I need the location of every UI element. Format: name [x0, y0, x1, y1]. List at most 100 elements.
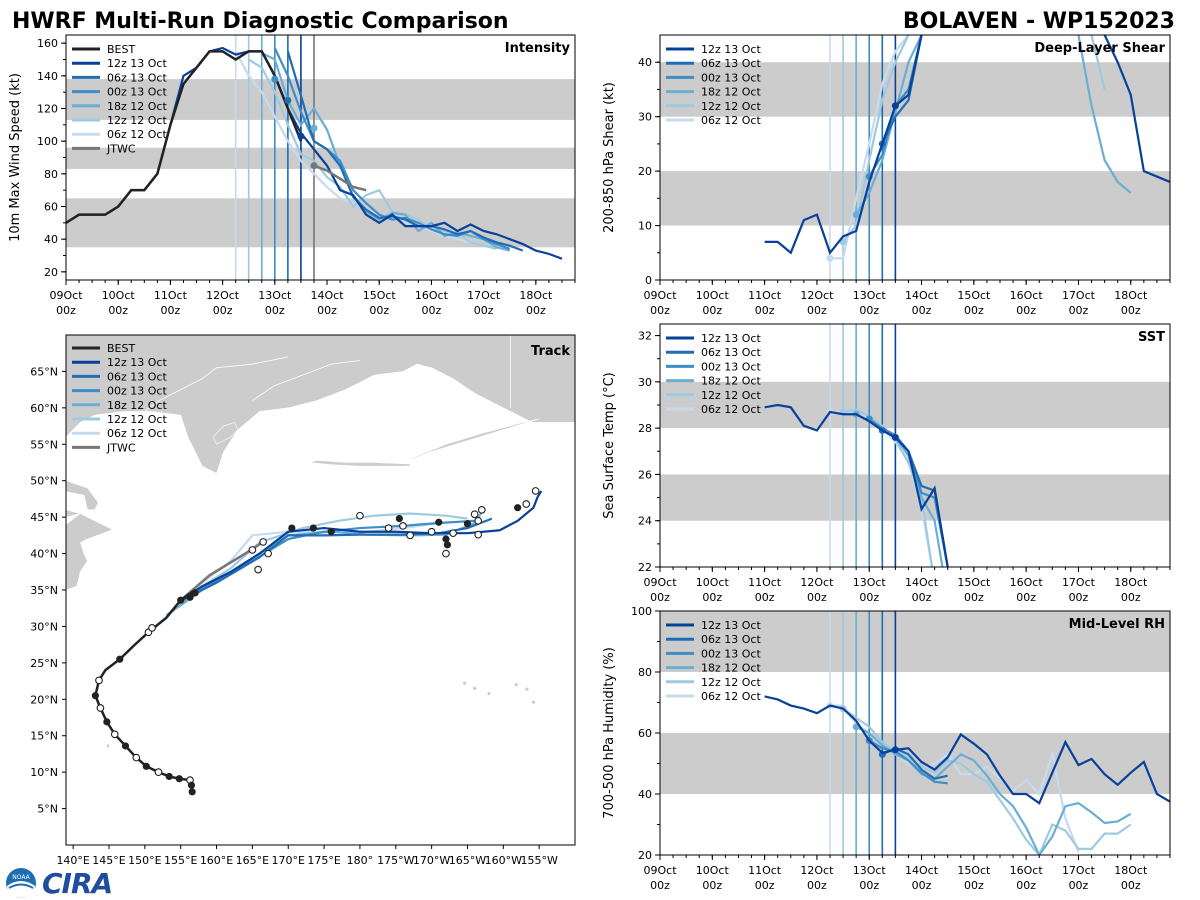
series-line — [868, 739, 948, 785]
track-marker-filled — [463, 520, 472, 528]
track-marker-open — [248, 546, 257, 554]
legend-label: 18z 12 Oct — [701, 86, 761, 99]
x-tick-label-hour: 00z — [317, 304, 337, 317]
x-tick-label-date: 18Oct — [1114, 576, 1148, 589]
lon-tick-label: 175°E — [307, 854, 340, 867]
track-marker-filled — [514, 504, 522, 512]
track-marker-open — [477, 506, 486, 514]
x-tick-label-hour: 00z — [213, 304, 233, 317]
x-tick-label-hour: 00z — [1121, 304, 1141, 317]
plot-area — [660, 611, 1170, 855]
y-tick-label: 100 — [37, 135, 58, 148]
island — [473, 686, 477, 690]
plot-frame — [659, 34, 1171, 281]
x-tick-label-date: 10Oct — [102, 289, 136, 302]
legend-label: 12z 13 Oct — [701, 332, 761, 345]
y-tick-label: 24 — [638, 515, 652, 528]
track-marker-open — [384, 524, 393, 532]
x-tick-label-date: 12Oct — [800, 576, 834, 589]
x-tick-label-hour: 00z — [859, 591, 879, 604]
forecast-track — [165, 512, 468, 617]
lon-tick-label: 165°W — [449, 854, 486, 867]
y-axis-label: 10m Max Wind Speed (kt) — [8, 73, 23, 242]
legend-label: 12z 12 Oct — [701, 676, 761, 689]
y-tick-label: 30 — [638, 376, 652, 389]
x-tick-label-date: 15Oct — [957, 289, 991, 302]
map-area — [66, 335, 575, 796]
best-track-line — [66, 50, 303, 224]
threshold-band — [660, 611, 1170, 672]
track-marker-filled — [177, 596, 185, 604]
track-marker-open — [399, 522, 407, 530]
track-marker-open — [154, 768, 163, 776]
y-tick-label: 20 — [638, 165, 652, 178]
x-tick-label-hour: 00z — [964, 304, 984, 317]
track-marker-filled — [116, 655, 124, 663]
island — [531, 700, 536, 704]
legend-label: 06z 12 Oct — [701, 690, 761, 703]
legend-label: 00z 13 Oct — [107, 385, 167, 398]
x-tick-label-hour: 00z — [108, 304, 128, 317]
x-tick-label-date: 12Oct — [800, 289, 834, 302]
y-tick-label: 40 — [44, 233, 58, 246]
y-tick-label: 32 — [638, 330, 652, 343]
legend-label: 06z 13 Oct — [701, 633, 761, 646]
track-marker-filled — [442, 535, 450, 543]
track-marker-open — [132, 753, 141, 762]
track-marker-open — [470, 510, 479, 519]
track-marker-filled — [191, 589, 199, 597]
y-tick-label: 60 — [638, 727, 652, 740]
series-line — [1090, 35, 1106, 90]
jtwc-forecast-line — [313, 164, 367, 192]
legend-label: JTWC — [106, 142, 136, 155]
land-mass — [66, 509, 81, 518]
chart-shear: 0 10 20 30 40 09Oct 00z 10Oct 00z 11Oct 00z 12Oct 00… — [602, 34, 1171, 317]
legend-label: 06z 13 Oct — [701, 57, 761, 70]
y-tick-label: 160 — [37, 37, 58, 50]
x-tick-label-date: 13Oct — [853, 289, 887, 302]
track-marker-open — [356, 511, 364, 520]
y-tick-label: 100 — [631, 605, 652, 618]
x-tick-label-hour: 00z — [1069, 304, 1089, 317]
x-tick-label-hour: 00z — [1016, 879, 1036, 892]
chart-rh: 20 40 60 80 100 09Oct 00z 10Oct 00z 11Oct 00z 12Oct… — [602, 605, 1171, 892]
x-tick-label-date: 16Oct — [1010, 289, 1044, 302]
legend-label: JTWC — [106, 441, 136, 454]
x-tick-label-date: 10Oct — [696, 864, 730, 877]
lat-tick-label: 10°N — [30, 766, 58, 779]
y-tick-label: 22 — [638, 561, 652, 574]
y-tick-label: 10 — [638, 220, 652, 233]
legend-label: 00z 13 Oct — [701, 71, 761, 84]
charts-layer: 2040608010012014016009Oct00z10Oct00z11Oc… — [8, 34, 1171, 892]
x-tick-label-hour: 00z — [650, 879, 670, 892]
x-tick-label-date: 13Oct — [853, 576, 887, 589]
lat-tick-label: 65°N — [30, 365, 58, 378]
lat-tick-label: 30°N — [30, 620, 58, 633]
lat-tick-label: 20°N — [30, 693, 58, 706]
x-tick-label-date: 12Oct — [800, 864, 834, 877]
storm-id: BOLAVEN - WP152023 — [903, 9, 1175, 34]
plot-area — [66, 35, 575, 280]
x-tick-label-hour: 00z — [702, 304, 722, 317]
lat-tick-label: 60°N — [30, 402, 58, 415]
x-tick-label-date: 15Oct — [363, 289, 397, 302]
legend-label: 06z 13 Oct — [107, 370, 167, 383]
jtwc-track — [179, 540, 264, 602]
legend-label: 00z 13 Oct — [107, 86, 167, 99]
series-line — [830, 35, 910, 260]
x-tick-label-date: 17Oct — [1062, 576, 1096, 589]
x-tick-label-date: 15Oct — [957, 864, 991, 877]
cira-logo: NOAA CIRA — [4, 866, 113, 900]
x-tick-label-hour: 00z — [964, 591, 984, 604]
x-tick-label-hour: 00z — [1016, 304, 1036, 317]
land-mass — [309, 460, 411, 467]
lat-tick-label: 15°N — [30, 730, 58, 743]
x-tick-label-hour: 00z — [1069, 591, 1089, 604]
x-tick-label-date: 17Oct — [467, 289, 501, 302]
x-tick-label-hour: 00z — [702, 591, 722, 604]
x-tick-label-hour: 00z — [912, 304, 932, 317]
panel-title: Track — [531, 344, 570, 359]
y-tick-label: 0 — [645, 274, 652, 287]
track-marker-filled — [188, 788, 196, 796]
